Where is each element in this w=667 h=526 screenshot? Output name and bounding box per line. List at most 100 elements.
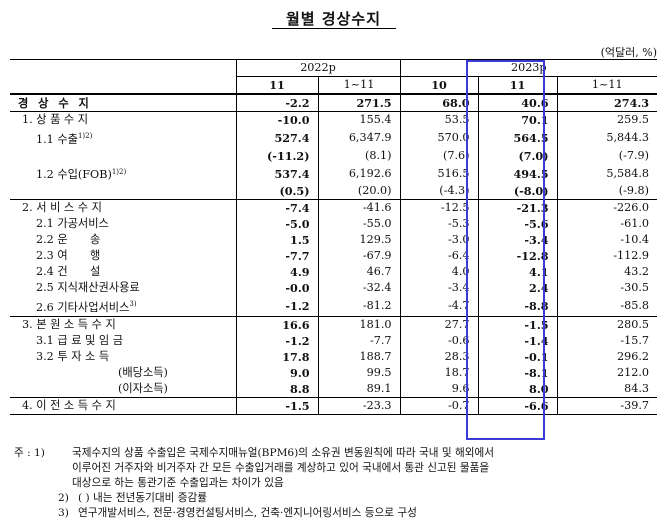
row-label-text: 2.5 지식재산권사용료: [36, 281, 140, 295]
row-label-text: 1.1 수출: [36, 132, 78, 146]
table-cell: -3.0: [400, 232, 479, 249]
table-cell: -6.4: [400, 248, 479, 265]
table-cell: -0.0: [236, 280, 319, 297]
footnote-marker: 1)2): [77, 132, 93, 140]
table-cell: -10.0: [236, 111, 319, 128]
row-label: 경 상 수 지: [10, 94, 237, 112]
table-cell: -1.4: [478, 333, 558, 350]
table-row: (-11.2) (8.1) (7.6) (7.0) (-7.9): [10, 147, 657, 164]
page-title: 월별 경상수지: [285, 10, 382, 28]
table-cell: 564.5: [478, 128, 558, 148]
row-label: (이자소득): [10, 381, 237, 398]
row-label: 1.1 수출1)2): [10, 128, 237, 148]
table-row: 2.5 지식재산권사용료 -0.0 -32.4 -3.4 2.4 -30.5: [10, 280, 657, 297]
table-cell: 28.3: [400, 349, 479, 366]
table-cell: 527.4: [236, 128, 319, 148]
table-row: 4. 이 전 소 득 수 지 -1.5 -23.3 -0.7 -6.6 -39.7: [10, 397, 658, 416]
table-cell: (-7.9): [618, 148, 650, 162]
table-cell: 99.5: [318, 365, 401, 382]
table-cell: 8.8: [236, 381, 319, 398]
table-cell: 17.8: [236, 349, 319, 366]
table-cell: -67.9: [318, 248, 401, 265]
footnote-3-number: 3): [58, 507, 69, 519]
table-cell: 4.9: [236, 264, 319, 281]
table-cell: 494.5: [478, 163, 558, 184]
table-cell: 5,584.8: [606, 166, 650, 180]
table-row: 2.4 건 설 4.9 46.7 4.0 4.1 43.2: [10, 264, 657, 281]
table-row: 2. 서 비 스 수 지 -7.4 -41.6 -12.5 -21.3 -226.0: [10, 199, 658, 217]
table-row: 3.1 급 료 및 임 금 -1.2 -7.7 -0.6 -1.4 -15.7: [10, 333, 657, 350]
table-cell: -6.6: [478, 397, 558, 416]
row-label: 4. 이 전 소 득 수 지: [10, 397, 237, 416]
table-row: 3. 본 원 소 득 수 지 16.6 181.0 27.7 -1.5 280.5: [10, 316, 658, 334]
unit-label: (억달러, %): [600, 46, 657, 59]
table-row: 2.2 운 송 1.5 129.5 -3.0 -3.4 -10.4: [10, 232, 657, 249]
table-cell: 259.5: [557, 111, 658, 128]
footnote-1-line-1: 국제수지의 상품 수출입은 국제수지매뉴얼(BPM6)의 소유권 변동원칙에 따…: [72, 447, 494, 459]
table-cell: -4.7: [400, 296, 479, 317]
table-cell: 89.1: [318, 381, 401, 398]
table-cell: 181.0: [318, 316, 401, 334]
table-cell: 6,192.6: [318, 163, 401, 184]
table-cell: -1.2: [236, 296, 319, 317]
table-cell: (8.1): [318, 147, 401, 164]
table-cell: 84.3: [624, 382, 650, 396]
table-cell: -2.2: [236, 94, 319, 112]
row-label: 1. 상 품 수 지: [10, 111, 237, 128]
table-cell: -8.8: [478, 296, 558, 317]
table-cell: -3.4: [478, 232, 558, 249]
header-blank-2: [10, 76, 237, 95]
table-cell: -21.3: [478, 199, 558, 217]
footnote-marker: 3): [129, 300, 137, 309]
table-cell: 16.6: [236, 316, 319, 334]
table-cell: -12.5: [400, 199, 479, 217]
table-row: (0.5) (20.0) (-4.3) (-8.0) (-9.8): [10, 183, 657, 200]
table-cell: -5.6: [478, 216, 558, 233]
table-cell: 53.5: [400, 111, 479, 128]
row-label: 2.5 지식재산권사용료: [10, 280, 237, 297]
table-cell: -41.6: [318, 199, 401, 217]
table-cell: -39.7: [557, 397, 658, 416]
table-cell: -5.0: [236, 216, 319, 233]
row-label: 3.2 투 자 소 득: [10, 349, 237, 366]
table-row: 2.1 가공서비스 -5.0 -55.0 -5.3 -5.6 -61.0: [10, 216, 657, 233]
row-label-text: 경 상 수 지: [18, 96, 92, 110]
row-label: (배당소득): [10, 365, 237, 382]
table-cell: -81.2: [318, 296, 401, 317]
row-label: [10, 147, 237, 164]
table-cell: -1.5: [478, 316, 558, 334]
footnote-1: 주 : 1) 국제수지의 상품 수출입은 국제수지매뉴얼(BPM6)의 소유권 …: [14, 446, 654, 461]
header-col-2023-10: 10: [400, 76, 479, 95]
table-cell: 46.7: [318, 264, 401, 281]
header-month-row: 11 1~11 10 11 1~11: [10, 76, 658, 95]
table-cell: 70.1: [478, 111, 558, 128]
table-cell: 129.5: [318, 232, 401, 249]
table-cell: 43.2: [624, 265, 650, 279]
header-year-2022: 2022p: [236, 59, 401, 77]
table-cell: (-4.3): [400, 183, 479, 200]
table-cell: 296.2: [617, 350, 650, 364]
table-cell: -85.8: [620, 299, 650, 313]
table-cell: 188.7: [318, 349, 401, 366]
table-cell: 4.0: [400, 264, 479, 281]
table-cell: 271.5: [318, 94, 401, 112]
row-label-text: (이자소득): [118, 382, 168, 396]
table-row: 1.2 수입(FOB)1)2) 537.4 6,192.6 516.5 494.5 5,5…: [10, 163, 657, 184]
footnote-3: 3) 연구개발서비스, 전문·경영컨설팅서비스, 건축·엔지니어링서비스 등으로…: [14, 506, 654, 521]
table-cell: 9.6: [400, 381, 479, 398]
row-label-text: 2.3 여 행: [36, 249, 101, 263]
header-year-row: 2022p 2023p: [10, 59, 658, 77]
table-cell: -30.5: [620, 281, 650, 295]
footnote-1-line-2: 이루어진 거주자와 비거주자 간 모든 수출입거래를 계상하고 있어 국내에서 …: [72, 462, 490, 474]
table-cell: 8.0: [478, 381, 558, 398]
table-cell: (7.0): [478, 147, 558, 164]
header-col-2023-11: 11: [478, 76, 558, 95]
table-cell: 6,347.9: [318, 128, 401, 148]
footnote-3-text: 연구개발서비스, 전문·경영컨설팅서비스, 건축·엔지니어링서비스 등으로 구성: [78, 507, 417, 519]
table-cell: (-11.2): [236, 147, 319, 164]
table-cell: 274.3: [614, 96, 650, 110]
table-cell: (-9.8): [618, 184, 650, 198]
table-cell: (0.5): [236, 183, 319, 200]
table-row: 2.6 기타사업서비스3) -1.2 -81.2 -4.7 -8.8 -85.8: [10, 296, 657, 317]
table-cell: -7.7: [318, 333, 401, 350]
